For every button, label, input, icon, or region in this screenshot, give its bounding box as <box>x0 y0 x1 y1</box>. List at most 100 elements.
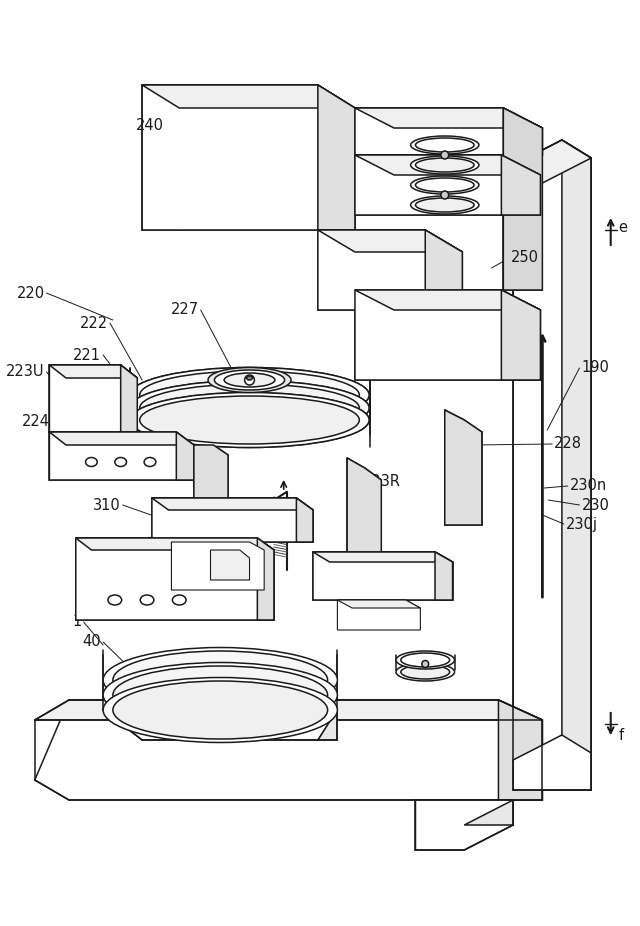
Polygon shape <box>355 155 540 215</box>
Polygon shape <box>501 155 540 215</box>
Ellipse shape <box>103 647 337 712</box>
Polygon shape <box>121 365 137 432</box>
Ellipse shape <box>140 384 359 432</box>
Text: 502: 502 <box>171 505 199 519</box>
Text: 22k: 22k <box>427 560 454 575</box>
Ellipse shape <box>113 681 328 739</box>
Polygon shape <box>347 458 381 565</box>
Ellipse shape <box>130 393 369 447</box>
Ellipse shape <box>396 651 454 669</box>
Ellipse shape <box>422 660 429 668</box>
Ellipse shape <box>103 662 337 728</box>
Polygon shape <box>337 600 420 630</box>
Polygon shape <box>142 85 355 230</box>
Ellipse shape <box>415 178 474 192</box>
Ellipse shape <box>113 651 328 709</box>
Ellipse shape <box>108 595 122 605</box>
Ellipse shape <box>415 138 474 152</box>
Text: 227: 227 <box>171 303 199 318</box>
Ellipse shape <box>140 371 359 419</box>
Polygon shape <box>425 230 462 310</box>
Text: 40: 40 <box>83 634 101 649</box>
Polygon shape <box>503 108 542 290</box>
Text: 222: 222 <box>80 316 108 331</box>
Polygon shape <box>257 538 274 620</box>
Ellipse shape <box>130 368 369 422</box>
Polygon shape <box>355 155 540 175</box>
Polygon shape <box>513 140 591 183</box>
Text: 228: 228 <box>554 436 582 452</box>
Text: 240: 240 <box>136 118 164 132</box>
Polygon shape <box>103 710 337 740</box>
Polygon shape <box>313 552 452 562</box>
Polygon shape <box>313 552 452 600</box>
Polygon shape <box>194 445 228 515</box>
Ellipse shape <box>140 396 359 444</box>
Ellipse shape <box>401 665 450 679</box>
Text: 21k: 21k <box>81 562 108 578</box>
Ellipse shape <box>401 653 450 667</box>
Polygon shape <box>142 85 355 108</box>
Text: 230n: 230n <box>570 479 607 494</box>
Polygon shape <box>318 230 462 310</box>
Ellipse shape <box>130 381 369 435</box>
Polygon shape <box>415 800 513 850</box>
Text: 11t: 11t <box>388 579 412 594</box>
Polygon shape <box>49 432 194 445</box>
Polygon shape <box>355 290 540 380</box>
Ellipse shape <box>411 156 479 174</box>
Polygon shape <box>355 108 542 155</box>
Polygon shape <box>513 140 591 790</box>
Ellipse shape <box>415 158 474 172</box>
Ellipse shape <box>103 678 337 743</box>
Ellipse shape <box>130 393 369 447</box>
Text: 223R: 223R <box>363 474 401 490</box>
Ellipse shape <box>172 595 186 605</box>
Polygon shape <box>355 290 540 310</box>
Polygon shape <box>172 542 264 590</box>
Polygon shape <box>35 700 542 720</box>
Ellipse shape <box>130 381 369 435</box>
Text: 190: 190 <box>581 360 609 376</box>
Text: 230j: 230j <box>566 517 598 532</box>
Text: 310: 310 <box>93 497 121 512</box>
Ellipse shape <box>411 196 479 214</box>
Polygon shape <box>35 700 542 800</box>
Ellipse shape <box>86 457 97 467</box>
Ellipse shape <box>130 368 369 422</box>
Ellipse shape <box>411 176 479 194</box>
Polygon shape <box>49 365 137 432</box>
Text: 221: 221 <box>73 347 101 362</box>
Ellipse shape <box>415 198 474 212</box>
Polygon shape <box>318 230 462 252</box>
Polygon shape <box>464 800 513 825</box>
Ellipse shape <box>113 666 328 724</box>
Ellipse shape <box>208 368 291 393</box>
Polygon shape <box>318 710 337 740</box>
Text: 220: 220 <box>17 285 45 301</box>
Ellipse shape <box>246 376 252 380</box>
Polygon shape <box>176 432 194 480</box>
Ellipse shape <box>224 373 275 387</box>
Text: 501: 501 <box>246 505 274 519</box>
Ellipse shape <box>441 151 449 159</box>
Polygon shape <box>296 498 313 542</box>
Text: 250: 250 <box>511 251 539 266</box>
Text: f: f <box>618 728 623 743</box>
Polygon shape <box>152 498 313 510</box>
Polygon shape <box>503 108 542 155</box>
Ellipse shape <box>214 370 285 390</box>
Ellipse shape <box>411 136 479 154</box>
Polygon shape <box>318 85 355 230</box>
Ellipse shape <box>244 375 255 385</box>
Ellipse shape <box>396 663 454 681</box>
Ellipse shape <box>140 595 154 605</box>
Polygon shape <box>445 410 482 525</box>
Polygon shape <box>49 432 194 480</box>
Polygon shape <box>562 140 591 790</box>
Polygon shape <box>211 550 250 580</box>
Text: 1: 1 <box>72 615 82 630</box>
Ellipse shape <box>115 457 127 467</box>
Polygon shape <box>499 700 542 800</box>
Polygon shape <box>337 600 420 608</box>
